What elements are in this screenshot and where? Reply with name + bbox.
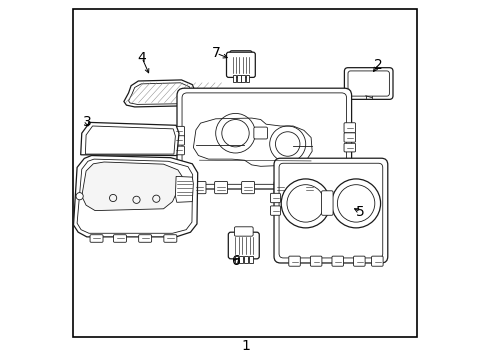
Polygon shape [81,162,183,211]
Bar [244,256,247,263]
FancyBboxPatch shape [302,181,315,194]
FancyBboxPatch shape [173,136,184,145]
Polygon shape [73,156,197,237]
Bar [249,256,252,263]
Circle shape [281,179,329,228]
FancyBboxPatch shape [193,181,205,194]
Circle shape [331,179,380,228]
FancyBboxPatch shape [253,127,267,139]
FancyBboxPatch shape [163,235,177,242]
Text: 7: 7 [212,46,221,60]
Bar [241,75,244,82]
Polygon shape [123,80,194,107]
FancyBboxPatch shape [113,235,126,242]
FancyBboxPatch shape [371,256,382,266]
Circle shape [222,120,249,147]
FancyBboxPatch shape [226,52,255,77]
FancyBboxPatch shape [344,143,355,152]
Text: 1: 1 [242,339,250,352]
FancyBboxPatch shape [241,181,254,194]
Bar [232,75,236,82]
FancyBboxPatch shape [331,256,343,266]
Bar [237,75,240,82]
Bar [234,256,238,263]
FancyBboxPatch shape [270,206,280,215]
Circle shape [76,193,83,200]
Circle shape [269,126,305,162]
FancyBboxPatch shape [310,256,321,266]
FancyBboxPatch shape [173,146,184,155]
Polygon shape [175,176,193,202]
FancyBboxPatch shape [321,191,332,215]
FancyBboxPatch shape [353,256,365,266]
FancyBboxPatch shape [344,133,355,142]
FancyBboxPatch shape [214,181,227,194]
Text: 6: 6 [232,254,241,268]
Bar [239,256,243,263]
FancyBboxPatch shape [270,193,280,203]
FancyBboxPatch shape [228,232,259,259]
FancyBboxPatch shape [139,235,151,242]
Text: 5: 5 [355,205,364,219]
FancyBboxPatch shape [173,126,184,136]
FancyBboxPatch shape [344,68,392,99]
FancyBboxPatch shape [273,181,286,194]
FancyBboxPatch shape [273,158,387,263]
FancyBboxPatch shape [177,88,351,189]
Circle shape [275,132,299,156]
Circle shape [215,113,255,153]
FancyBboxPatch shape [344,123,355,133]
FancyBboxPatch shape [234,227,253,236]
Text: 3: 3 [82,115,91,129]
Polygon shape [81,122,179,156]
Bar [245,75,249,82]
FancyBboxPatch shape [229,51,251,65]
FancyBboxPatch shape [288,256,300,266]
Text: 4: 4 [137,51,146,64]
Text: 2: 2 [373,58,382,72]
FancyBboxPatch shape [90,235,103,242]
